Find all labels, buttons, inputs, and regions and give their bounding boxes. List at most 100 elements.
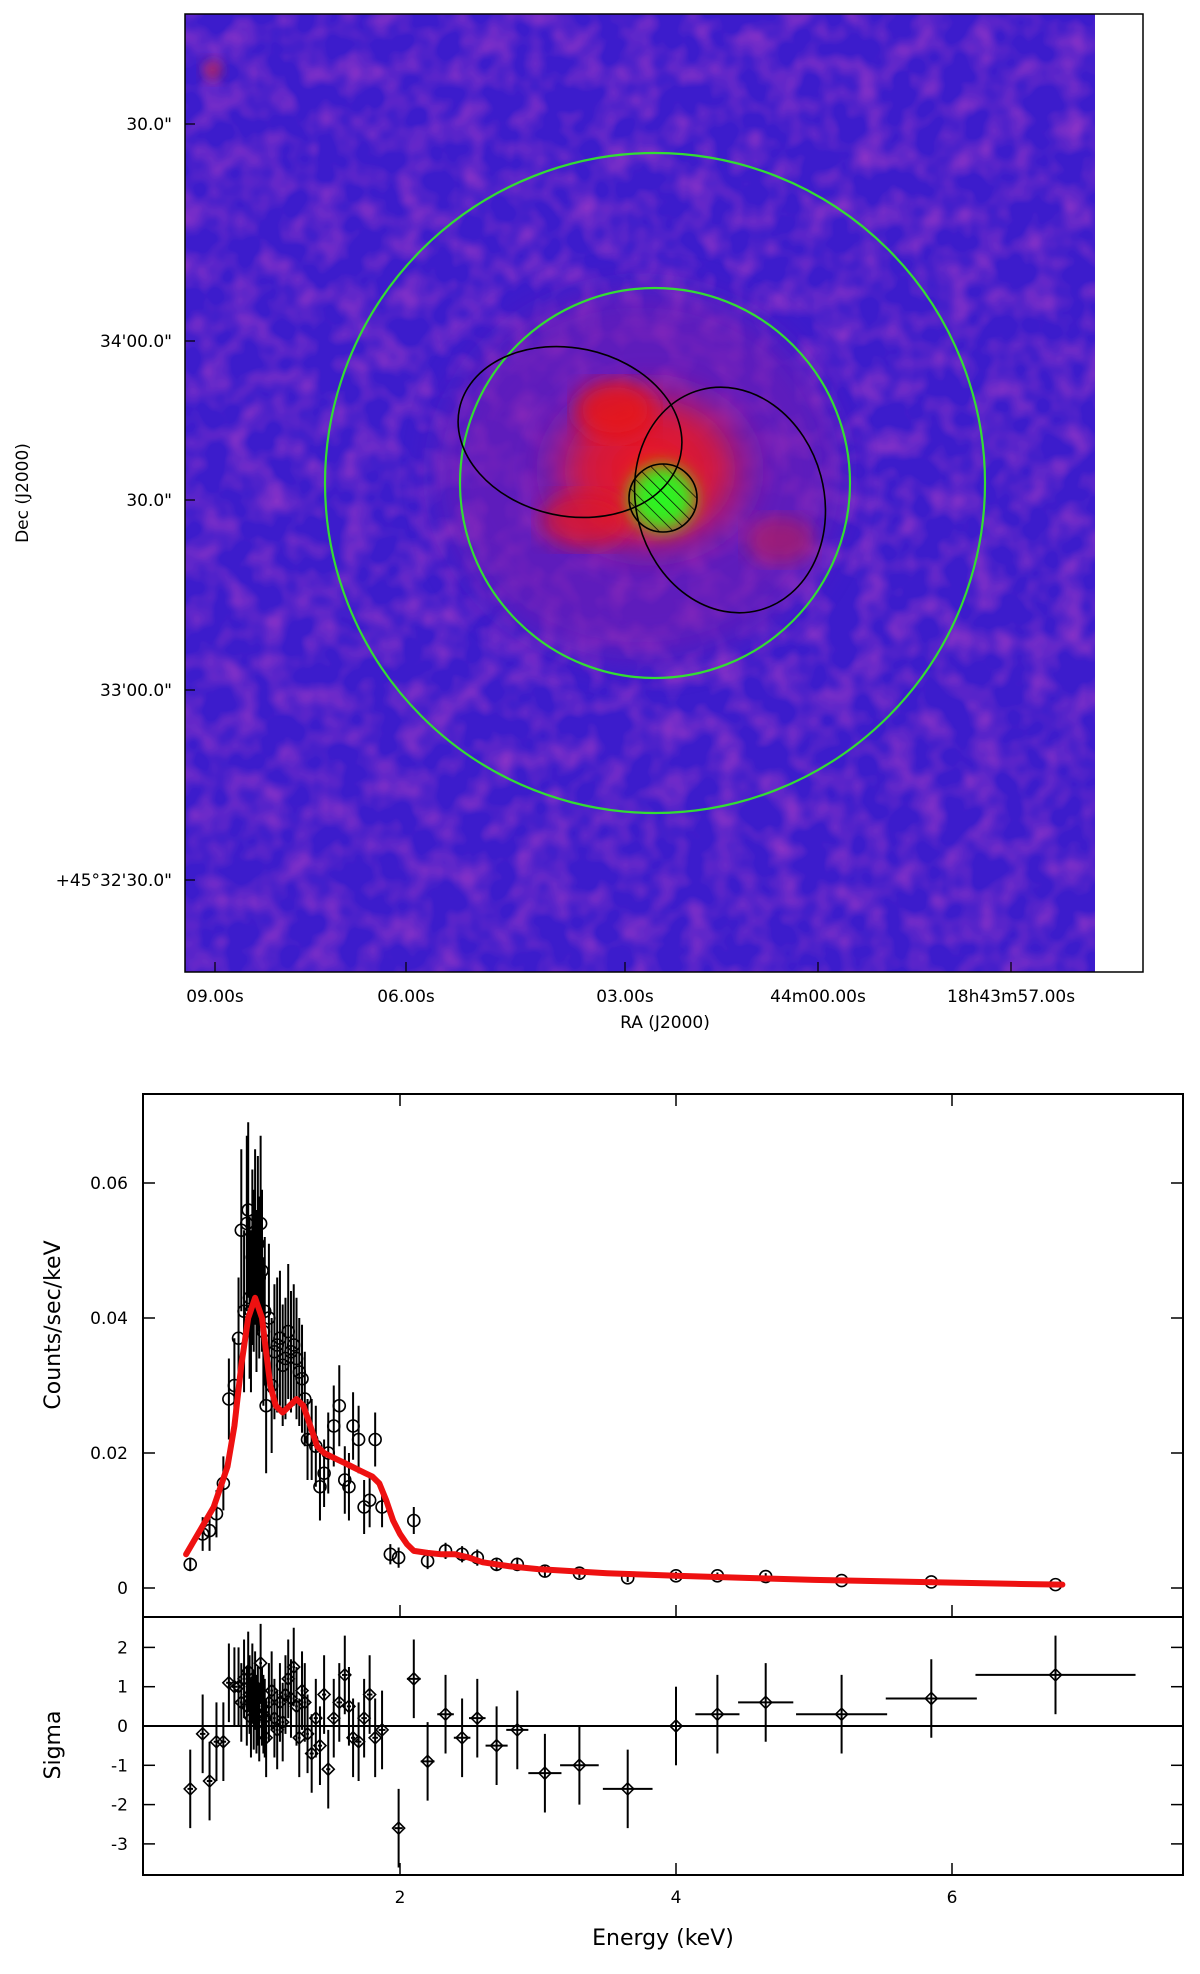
spectrum-ytick-label: 0.06 [90, 1174, 128, 1194]
image-tick-marks [185, 123, 1012, 972]
spectrum-model-line [183, 1294, 1066, 1588]
emission-knot-north [575, 380, 655, 440]
residual-data-point [256, 1707, 271, 1722]
model-curve [183, 1294, 1066, 1588]
residual-data-points [183, 1623, 1136, 1868]
residual-data-point [374, 1722, 390, 1738]
residual-data-point [368, 1730, 383, 1745]
image-xtick-4: 18h43m57.00s [947, 987, 1075, 1007]
residual-data-point [362, 1687, 377, 1702]
residual-data-point [195, 1726, 210, 1741]
residual-data-point [272, 1695, 288, 1710]
residual-data-point [924, 1691, 939, 1706]
residual-data-point [286, 1659, 301, 1675]
image-xtick-2: 03.00s [596, 987, 654, 1007]
spectrum-data-point [295, 1371, 309, 1386]
residual-ytick-label: 0 [117, 1717, 128, 1737]
spectrum-data-point [368, 1432, 382, 1447]
residual-data-point [312, 1738, 328, 1753]
residual-data-point [221, 1675, 237, 1690]
spectrum-data-point [406, 1513, 421, 1528]
residual-data-point [351, 1734, 366, 1749]
image-frame [184, 13, 1144, 973]
residual-data-point [259, 1730, 274, 1745]
image-ytick-1: 34'00.0" [100, 332, 172, 352]
inner-background-circle [458, 286, 852, 680]
residual-data-point [326, 1711, 341, 1726]
residual-data-point [253, 1655, 268, 1671]
residual-ytick-label: 2 [117, 1638, 128, 1658]
image-ytick-3: 33'00.0" [100, 681, 172, 701]
residual-ytick-label: 1 [117, 1678, 128, 1698]
residual-ylabel: Sigma [41, 1711, 66, 1780]
spectrum-frame [142, 1093, 1184, 1618]
residual-data-point [321, 1762, 336, 1777]
spectrum-data-point [342, 1479, 356, 1494]
residual-data-point [283, 1691, 299, 1706]
residual-data-point [270, 1722, 285, 1738]
spectrum-data-point [313, 1479, 327, 1494]
residual-data-point [261, 1695, 277, 1710]
residual-data-point [537, 1766, 553, 1781]
residual-data-point [332, 1695, 347, 1710]
residual-ytick-label: -1 [111, 1756, 128, 1776]
outer-background-circle [323, 151, 987, 815]
energy-xlabel: Energy (keV) [592, 1926, 734, 1951]
residual-data-point [391, 1821, 406, 1836]
residual-data-point [278, 1687, 293, 1702]
spectrum-y-ticks: 0 0.02 0.04 0.06 [90, 1094, 1183, 1617]
image-xtick-3: 44m00.00s [770, 987, 866, 1007]
image-ytick-4: +45°32'30.0" [56, 871, 172, 891]
emission-knot-southwest [540, 492, 630, 548]
energy-xtick-label: 6 [947, 1888, 958, 1908]
residual-data-point [668, 1718, 684, 1734]
residual-data-point [406, 1671, 421, 1686]
excluded-source-hatched [628, 463, 698, 533]
residual-data-point [356, 1711, 372, 1726]
energy-xtick-label: 4 [671, 1888, 682, 1908]
residual-data-point [710, 1707, 725, 1722]
residual-data-point [620, 1781, 635, 1797]
sky-image-panel: 30.0" 34'00.0" 30.0" 33'00.0" +45°32'30.… [13, 13, 1200, 1033]
point-source-corner [199, 56, 227, 84]
image-y-tick-labels: 30.0" 34'00.0" 30.0" 33'00.0" +45°32'30.… [56, 115, 172, 891]
residual-data-point [345, 1730, 361, 1745]
spectrum-data-point [383, 1547, 398, 1562]
spectrum-data-point [317, 1466, 331, 1481]
image-xlabel: RA (J2000) [620, 1013, 710, 1033]
residual-data-point [216, 1734, 231, 1749]
emission-knot-east [745, 515, 815, 565]
residual-data-point [834, 1707, 849, 1722]
residual-data-point [454, 1730, 470, 1745]
image-ylabel: Dec (J2000) [13, 443, 33, 543]
residual-data-point [267, 1711, 282, 1726]
region-ellipse-east [457, 345, 683, 519]
residual-data-point [202, 1773, 217, 1789]
spectrum-ytick-label: 0.04 [90, 1309, 128, 1329]
residual-data-point [420, 1754, 435, 1769]
residual-data-point [470, 1711, 485, 1726]
image-xtick-0: 09.00s [186, 987, 244, 1007]
energy-xtick-label: 2 [395, 1888, 406, 1908]
residual-ytick-label: -3 [111, 1835, 128, 1855]
residual-panel: -3 -2 -1 0 1 2 2 4 6 Sigma Energy (keV) [41, 1616, 1184, 1951]
residual-data-point [1048, 1667, 1063, 1683]
image-ytick-2: 30.0" [126, 491, 172, 511]
residual-x-ticks: 2 4 6 [395, 1863, 958, 1908]
residual-data-point [438, 1707, 453, 1722]
spectrum-ytick-label: 0.02 [90, 1444, 128, 1464]
residual-data-point [234, 1695, 249, 1710]
residual-data-point [316, 1687, 332, 1702]
image-xtick-1: 06.00s [377, 987, 435, 1007]
residual-data-point [183, 1781, 198, 1797]
spectrum-panel: 0 0.02 0.04 0.06 Counts/sec/keV [41, 1093, 1184, 1618]
residual-data-point [510, 1722, 525, 1738]
residual-data-point [264, 1683, 279, 1698]
image-ytick-0: 30.0" [126, 115, 172, 135]
spectrum-ytick-label: 0 [117, 1579, 128, 1599]
residual-data-point [489, 1738, 504, 1753]
spectrum-data-point [253, 1216, 268, 1231]
residual-data-point [572, 1758, 587, 1773]
residual-data-point [231, 1679, 246, 1694]
